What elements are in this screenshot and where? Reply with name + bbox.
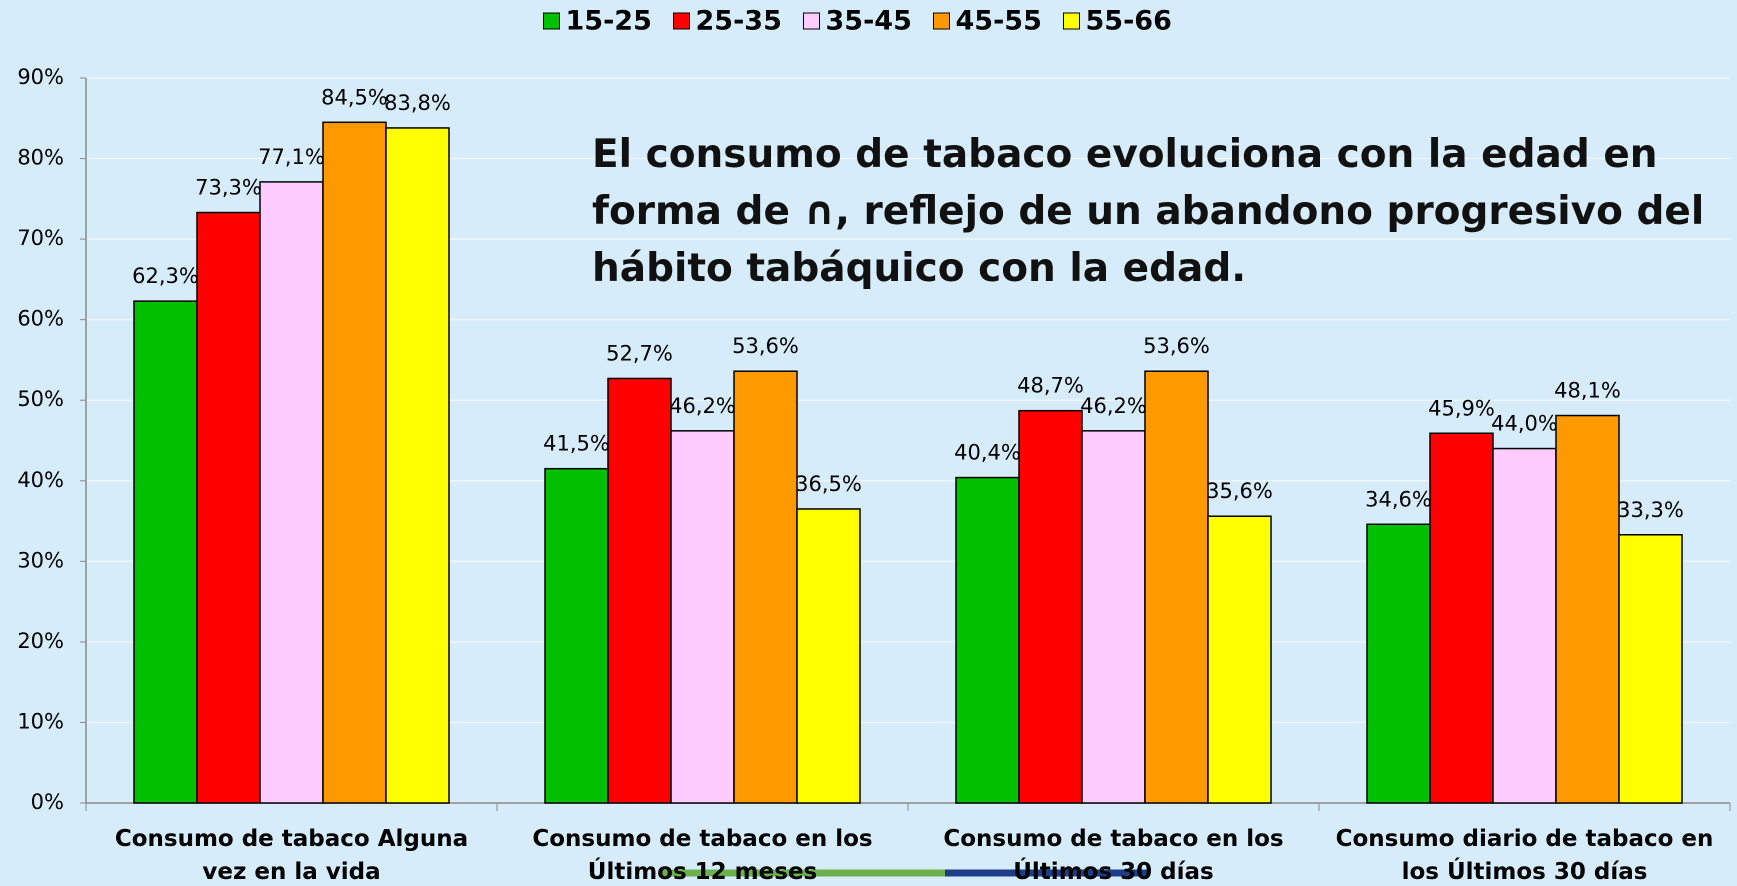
x-tick-label: Consumo diario de tabaco en los Últimos …	[1335, 826, 1714, 885]
data-label: 44,0%	[1491, 412, 1558, 436]
data-label: 84,5%	[321, 85, 388, 109]
bar	[733, 370, 798, 804]
legend-label: 15-25	[566, 6, 652, 37]
x-tick-label: Consumo de tabaco Alguna vez en la vida	[114, 826, 469, 885]
bar	[1018, 409, 1083, 804]
y-tick-label: 20%	[17, 629, 64, 653]
legend-label: 35-45	[826, 6, 912, 37]
data-label: 41,5%	[543, 432, 610, 456]
y-tick-label: 40%	[17, 468, 64, 492]
x-tick-label: Consumo de tabaco en los Últimos 30 días	[943, 826, 1284, 885]
data-label: 48,7%	[1017, 374, 1084, 398]
bar	[259, 181, 324, 804]
x-tick-label: Consumo de tabaco en los Últimos 12 mese…	[532, 826, 873, 885]
bar	[796, 508, 861, 804]
bar	[955, 476, 1020, 804]
bar	[1366, 523, 1431, 804]
bar	[607, 377, 672, 804]
y-tick-label: 10%	[17, 709, 64, 733]
data-label: 46,2%	[1080, 394, 1147, 418]
y-tick-label: 50%	[17, 387, 64, 411]
data-label: 73,3%	[195, 176, 262, 200]
y-tick-label: 70%	[17, 226, 64, 250]
y-tick-label: 0%	[31, 790, 64, 814]
legend-label: 45-55	[956, 6, 1042, 37]
data-label: 34,6%	[1365, 487, 1432, 511]
y-tick-label: 30%	[17, 548, 64, 572]
data-label: 53,6%	[732, 334, 799, 358]
bar	[1207, 515, 1272, 804]
data-label: 77,1%	[258, 145, 325, 169]
bar	[133, 300, 198, 804]
bar	[670, 430, 735, 804]
data-label: 83,8%	[384, 91, 451, 115]
y-tick-label: 60%	[17, 307, 64, 331]
data-label: 40,4%	[954, 441, 1021, 465]
data-label: 53,6%	[1143, 334, 1210, 358]
legend-swatch	[933, 12, 950, 30]
y-tick-label: 80%	[17, 146, 64, 170]
data-label: 48,1%	[1554, 379, 1621, 403]
bar	[385, 127, 450, 804]
legend-swatch	[673, 12, 690, 30]
legend-swatch	[803, 12, 820, 30]
bar	[1492, 447, 1557, 804]
data-label: 36,5%	[795, 472, 862, 496]
data-label: 33,3%	[1617, 498, 1684, 522]
bar	[322, 121, 387, 804]
bar	[1081, 430, 1146, 804]
legend-label: 25-35	[696, 6, 782, 37]
data-label: 52,7%	[606, 341, 673, 365]
data-label: 62,3%	[132, 264, 199, 288]
bar	[196, 211, 261, 804]
data-label: 46,2%	[669, 394, 736, 418]
bar	[1618, 534, 1683, 804]
bar	[1555, 414, 1620, 804]
y-tick-label: 90%	[17, 65, 64, 89]
bar	[544, 467, 609, 804]
legend-label: 55-66	[1086, 6, 1172, 37]
annotation: El consumo de tabaco evoluciona con la e…	[592, 132, 1705, 291]
bar	[1429, 432, 1494, 804]
data-label: 45,9%	[1428, 396, 1495, 420]
bar	[1144, 370, 1209, 804]
legend-swatch	[543, 12, 560, 30]
legend-swatch	[1063, 12, 1080, 30]
data-label: 35,6%	[1206, 479, 1273, 503]
